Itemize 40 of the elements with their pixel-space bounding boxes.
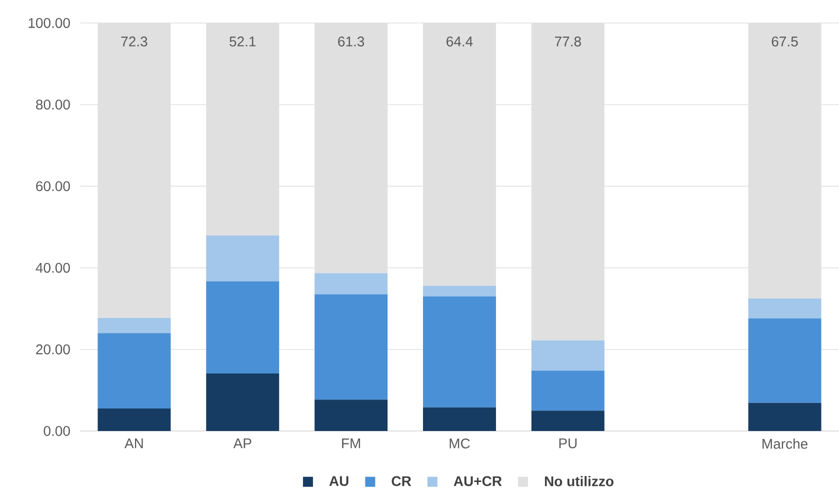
y-tick-label: 20.00 (36, 344, 70, 354)
bar (98, 408, 171, 431)
x-tick-label: AP (233, 438, 252, 448)
bar (422, 407, 496, 431)
y-tick-label: 100.00 (28, 18, 70, 28)
bar (206, 373, 280, 431)
bar (314, 273, 388, 294)
x-tick-label: FM (342, 438, 360, 448)
bar (206, 281, 280, 374)
bar (206, 236, 280, 282)
bar (748, 402, 822, 431)
bar (422, 296, 496, 408)
bar (98, 318, 171, 334)
legend-label: AU (329, 476, 348, 486)
data-label: 64.4 (446, 36, 473, 46)
data-label: 72.3 (121, 36, 148, 46)
legend-label: No utilizzo (544, 476, 614, 486)
x-tick-label: Marche (762, 438, 808, 449)
bar (531, 340, 604, 371)
bar (531, 410, 604, 431)
y-tick-label: 80.00 (36, 100, 70, 110)
x-tick-label: AN (124, 438, 143, 448)
y-tick-label: 60.00 (36, 181, 70, 192)
data-label: 77.8 (555, 36, 581, 46)
bar (748, 298, 822, 318)
bar (422, 286, 496, 296)
legend-label: AU+CR (454, 476, 502, 486)
bar (314, 400, 388, 431)
data-label: 61.3 (338, 36, 364, 46)
x-tick-label: PU (559, 438, 577, 448)
legend-label: CR (392, 476, 412, 486)
y-tick-label: 0.00 (44, 426, 70, 436)
bar (314, 294, 388, 400)
y-tick-label: 40.00 (36, 262, 70, 273)
bar (748, 318, 822, 403)
data-label: 52.1 (230, 36, 256, 46)
x-tick-label: MC (450, 438, 470, 448)
data-label: 67.5 (772, 36, 798, 46)
bar (98, 333, 171, 409)
bar (531, 370, 604, 411)
